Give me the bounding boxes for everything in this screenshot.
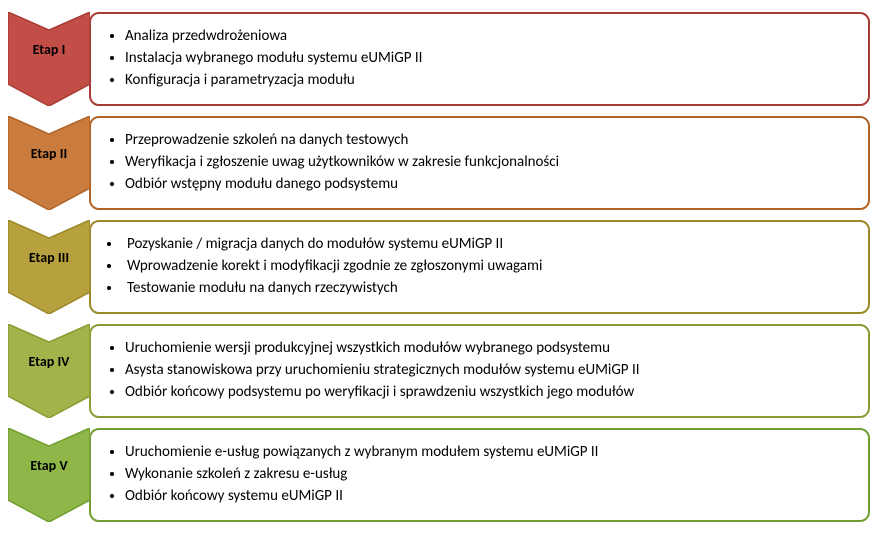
stage-item: Wprowadzenie korekt i modyfikacji zgodni… bbox=[107, 256, 852, 278]
stage-item: Asysta stanowiskowa przy uruchomieniu st… bbox=[125, 360, 852, 382]
stage-items: Przeprowadzenie szkoleń na danych testow… bbox=[107, 130, 852, 195]
stage-items: Analiza przedwdrożeniowaInstalacja wybra… bbox=[107, 26, 852, 91]
process-diagram: Etap I Analiza przedwdrożeniowaInstalacja… bbox=[8, 12, 870, 522]
stage-row: Etap III Pozyskanie / migracja danych do … bbox=[8, 220, 870, 314]
stage-item: Odbiór końcowy podsystemu po weryfikacji… bbox=[125, 382, 852, 404]
stage-label: Etap IV bbox=[8, 324, 90, 418]
stage-label: Etap I bbox=[8, 12, 90, 106]
stage-row: Etap V Uruchomienie e-usług powiązanych z… bbox=[8, 428, 870, 522]
stage-content: Uruchomienie e-usług powiązanych z wybra… bbox=[89, 428, 870, 522]
stage-label: Etap II bbox=[8, 116, 90, 210]
stage-items: Uruchomienie e-usług powiązanych z wybra… bbox=[107, 442, 852, 507]
stage-item: Uruchomienie e-usług powiązanych z wybra… bbox=[125, 442, 852, 464]
stage-item: Przeprowadzenie szkoleń na danych testow… bbox=[125, 130, 852, 152]
stage-arrow: Etap II bbox=[8, 116, 90, 210]
stage-item: Weryfikacja i zgłoszenie uwag użytkownik… bbox=[125, 152, 852, 174]
stage-content: Analiza przedwdrożeniowaInstalacja wybra… bbox=[89, 12, 870, 106]
stage-item: Uruchomienie wersji produkcyjnej wszystk… bbox=[125, 338, 852, 360]
stage-label: Etap III bbox=[8, 220, 90, 314]
stage-content: Przeprowadzenie szkoleń na danych testow… bbox=[89, 116, 870, 210]
stage-items: Pozyskanie / migracja danych do modułów … bbox=[107, 234, 852, 299]
stage-content: Uruchomienie wersji produkcyjnej wszystk… bbox=[89, 324, 870, 418]
stage-item: Wykonanie szkoleń z zakresu e-usług bbox=[125, 464, 852, 486]
stage-items: Uruchomienie wersji produkcyjnej wszystk… bbox=[107, 338, 852, 403]
stage-row: Etap II Przeprowadzenie szkoleń na danych… bbox=[8, 116, 870, 210]
stage-arrow: Etap I bbox=[8, 12, 90, 106]
stage-item: Odbiór wstępny modułu danego podsystemu bbox=[125, 174, 852, 196]
stage-item: Pozyskanie / migracja danych do modułów … bbox=[107, 234, 852, 256]
stage-item: Konfiguracja i parametryzacja modułu bbox=[125, 70, 852, 92]
stage-arrow: Etap V bbox=[8, 428, 90, 522]
stage-item: Testowanie modułu na danych rzeczywistyc… bbox=[107, 278, 852, 300]
stage-item: Odbiór końcowy systemu eUMiGP II bbox=[125, 486, 852, 508]
stage-item: Analiza przedwdrożeniowa bbox=[125, 26, 852, 48]
stage-arrow: Etap IV bbox=[8, 324, 90, 418]
stage-row: Etap I Analiza przedwdrożeniowaInstalacja… bbox=[8, 12, 870, 106]
stage-item: Instalacja wybranego modułu systemu eUMi… bbox=[125, 48, 852, 70]
stage-arrow: Etap III bbox=[8, 220, 90, 314]
stage-content: Pozyskanie / migracja danych do modułów … bbox=[89, 220, 870, 314]
stage-label: Etap V bbox=[8, 428, 90, 522]
stage-row: Etap IV Uruchomienie wersji produkcyjnej … bbox=[8, 324, 870, 418]
